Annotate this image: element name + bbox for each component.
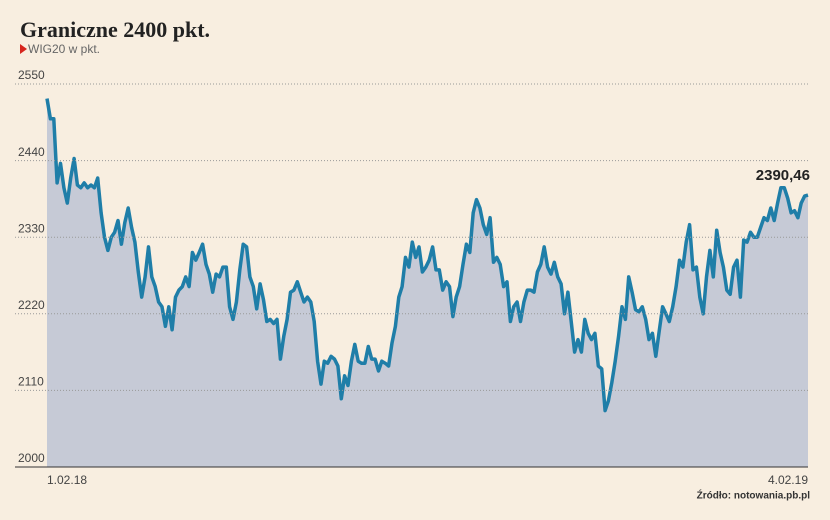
- y-tick-label: 2220: [18, 298, 45, 312]
- chart-title: Graniczne 2400 pkt.: [20, 17, 210, 42]
- area: [47, 98, 808, 467]
- legend-label: WIG20 w pkt.: [28, 42, 100, 56]
- x-tick-label: 4.02.19: [768, 473, 808, 487]
- y-tick-label: 2550: [18, 68, 45, 82]
- legend-marker: [20, 44, 27, 54]
- y-tick-label: 2440: [18, 145, 45, 159]
- y-tick-label: 2330: [18, 221, 45, 235]
- source: Źródło: notowania.pb.pl: [697, 489, 811, 502]
- line: [45, 98, 809, 413]
- y-tick-label: 2000: [18, 451, 45, 465]
- x-tick-label: 1.02.18: [47, 473, 87, 487]
- annotation: 2390,46: [756, 167, 810, 184]
- y-tick-label: 2110: [18, 375, 44, 389]
